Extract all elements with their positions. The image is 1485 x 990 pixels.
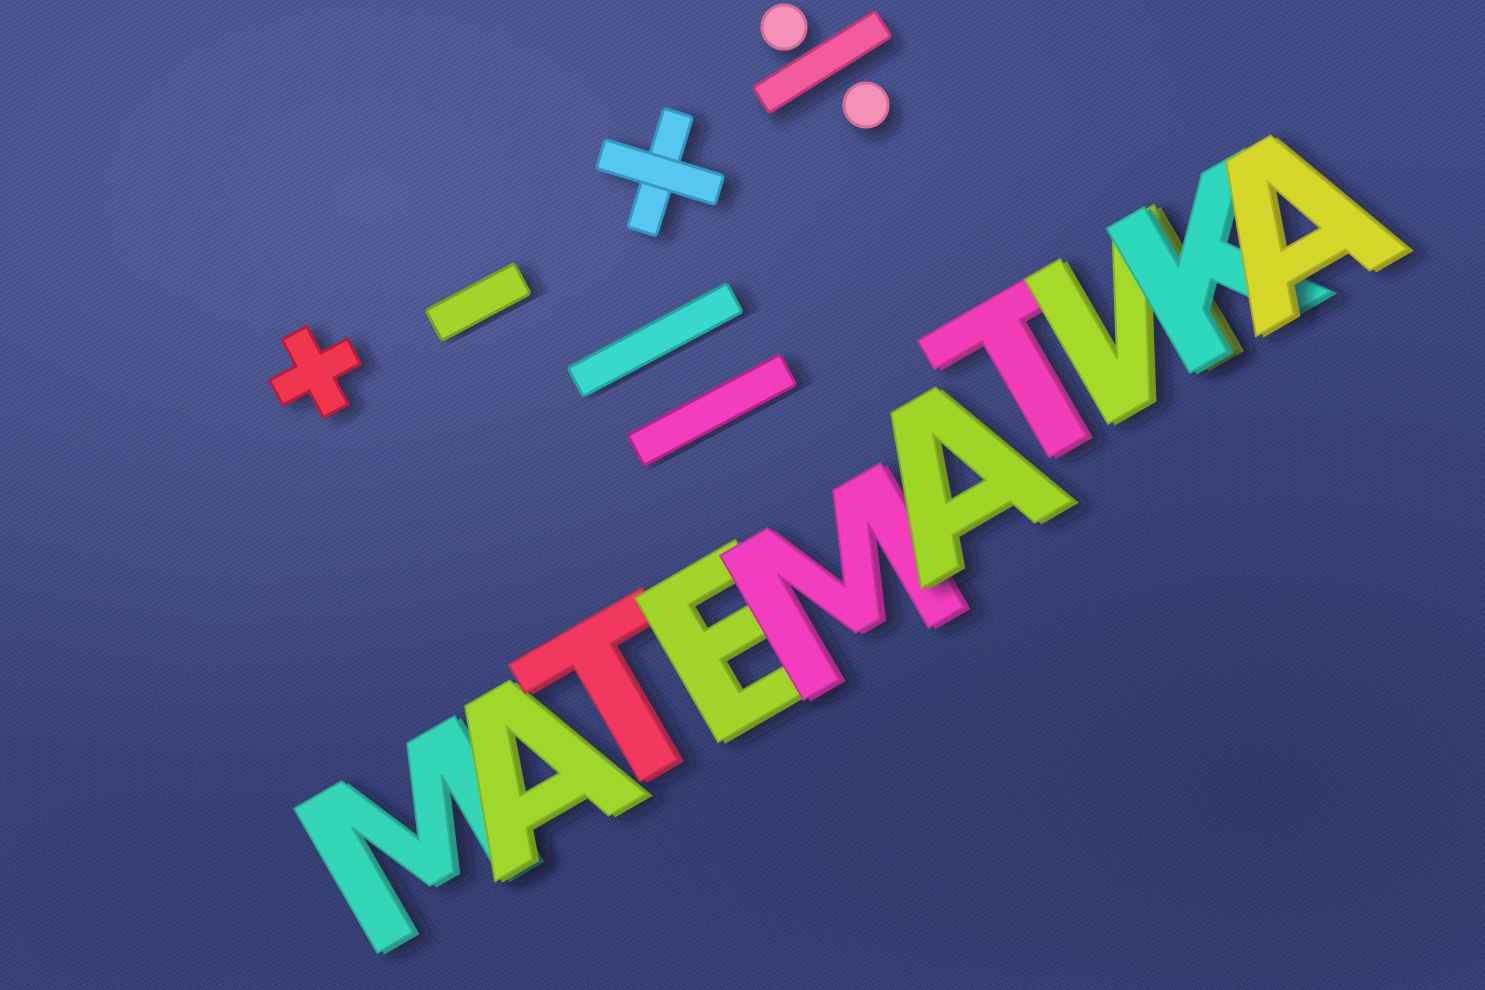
multiply-sign xyxy=(595,107,725,237)
minus-sign xyxy=(425,263,531,341)
percent-sign xyxy=(752,3,892,129)
plus-sign xyxy=(267,324,363,420)
equals-sign-bottom-bar xyxy=(627,354,797,466)
equals-sign-top-bar xyxy=(567,283,743,397)
